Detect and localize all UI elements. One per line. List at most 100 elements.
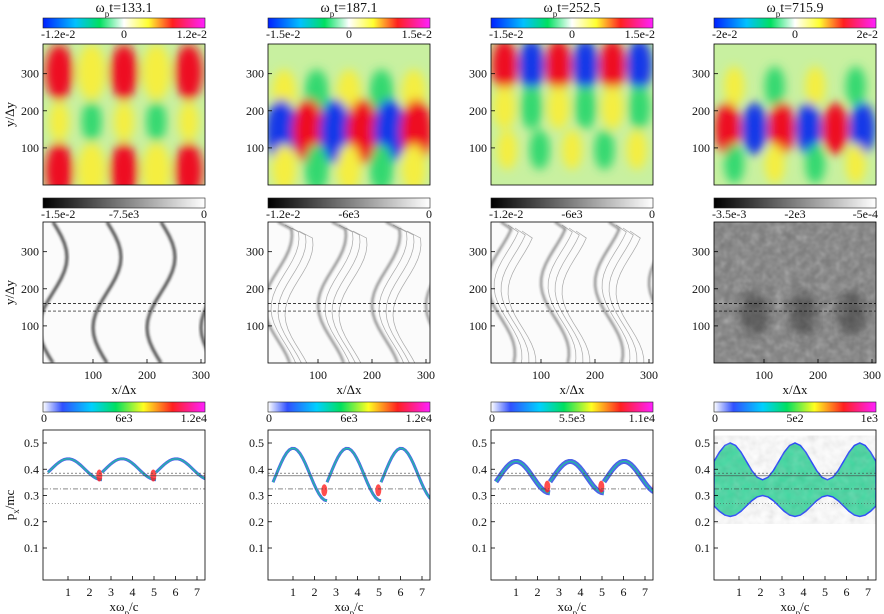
filament [601,224,631,363]
blobs [491,44,653,170]
x-tick-label: 3 [556,585,562,599]
x-axis-label: x/Δx [112,382,137,397]
y-tick-label: 200 [246,282,264,296]
x-tick-label: 1 [290,585,296,599]
blob [822,102,849,155]
colorbar-label: 1.2e-2 [177,27,207,41]
ridge [199,306,205,349]
x-tick-label: 6 [844,585,850,599]
y-tick-label: 100 [469,141,487,155]
x-axis-label: x/Δx [560,382,585,397]
y-tick-label: 300 [469,67,487,81]
panel-frame [713,429,877,581]
colorbar [490,197,654,209]
y-tick-label: 0.2 [249,515,264,529]
blob [764,143,785,184]
x-tick-label: 100 [84,368,102,382]
y-tick-label: 0.3 [695,489,710,503]
colorbar-label: 1.5e-2 [402,27,432,41]
label-part: xω [110,599,126,614]
colorbar-label: 1.2e4 [181,411,207,425]
subscript: p [776,9,781,19]
x-tick-label: 2 [535,585,541,599]
blob [795,102,822,155]
y-tick-label: 0.5 [695,436,710,450]
x-axis-label: xωp/c [110,599,139,614]
phase-core [101,458,157,481]
colorbar-label: 0 [649,207,655,221]
hot-spot [321,484,328,497]
y-tick-label: 0.4 [24,462,39,476]
x-tick-label: 1 [513,585,519,599]
y-axis-label: px/mc [2,490,21,521]
colorbar-label: -6e3 [338,207,359,221]
x-tick-label: 7 [194,585,200,599]
heatmap-bg [268,430,430,580]
dark-blob [740,291,769,336]
colorbar-label: -7.5e3 [109,207,139,221]
filament [561,230,591,363]
label-part: xω [335,599,351,614]
x-tick-label: 4 [355,585,361,599]
phase-core [603,460,653,492]
y-tick-label: 100 [246,141,264,155]
blob [142,142,171,185]
heatmap [268,222,430,363]
y-axis-label: y/Δy [2,102,17,127]
blob [45,142,74,185]
subscript: p [573,608,578,614]
dark-blob [789,291,818,336]
label-part: x/Δx [337,382,362,397]
x-tick-label: 7 [419,585,425,599]
blob [626,44,653,92]
x-tick-label: 6 [173,585,179,599]
heatmap [491,44,653,185]
heatmap [268,44,430,185]
ridge [371,222,401,363]
x-tick-label: 3 [108,585,114,599]
blob [805,66,826,107]
dark-blob [837,291,866,336]
filament [615,230,645,363]
blob [49,101,70,142]
panel-frame [42,429,206,581]
label-part: ω [543,1,552,16]
heatmap-bg [43,222,205,363]
y-tick-label: 300 [469,245,487,259]
colorbar [267,197,431,209]
blob [845,143,866,184]
colorbar-label: 0 [121,27,127,41]
x-tick-label: 6 [398,585,404,599]
label-part: xω [558,599,574,614]
colorbar-label: -1.5e-2 [41,207,75,221]
y-tick-label: 0.5 [249,436,264,450]
y-tick-label: 0.2 [695,515,710,529]
colorbar-label: 1.2e4 [406,411,432,425]
blob [520,85,543,130]
y-tick-label: 0.2 [472,515,487,529]
subscript: p [330,9,335,19]
y-tick-label: 0.1 [472,541,487,555]
ridge [540,222,570,363]
blob [572,44,599,92]
colorbar-label: 6e3 [340,411,357,425]
colorbar [713,197,877,209]
filament [385,227,415,363]
label-part: ω [95,1,104,16]
filament [608,227,638,363]
colorbar [42,401,206,413]
x-tick-label: 200 [138,368,156,382]
blobs [45,44,203,185]
colorbar-label: -1.5e-2 [266,27,300,41]
x-tick-label: 4 [801,585,807,599]
blob [628,85,651,130]
y-tick-label: 100 [692,141,710,155]
y-tick-label: 200 [692,104,710,118]
panel-title: ωpt=187.1 [320,1,377,19]
colorbar-label: 0 [266,411,272,425]
blob [77,44,106,101]
x-tick-label: 5 [599,585,605,599]
colorbar-label: 5.5e3 [559,411,585,425]
hot-spot [598,480,605,493]
y-tick-label: 0.1 [24,541,39,555]
